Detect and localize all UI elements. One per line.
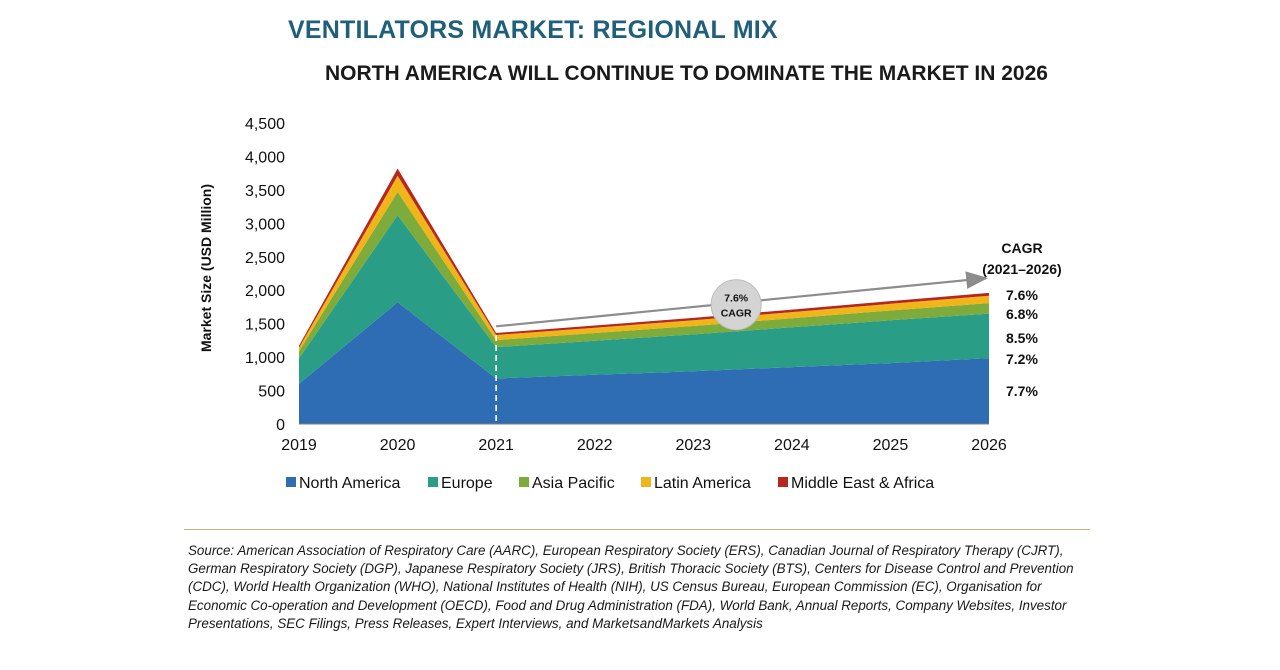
y-tick-label: 500	[258, 384, 285, 401]
legend-label: Middle East & Africa	[791, 475, 934, 492]
y-tick-label: 4,500	[245, 116, 285, 133]
x-tick-label: 2022	[577, 437, 613, 454]
area-asia-pacific	[299, 191, 989, 359]
cagr-value: 7.7%	[1006, 383, 1038, 399]
y-tick-label: 2,000	[245, 283, 285, 300]
x-tick-label: 2020	[380, 437, 416, 454]
x-tick-label: 2024	[774, 437, 810, 454]
legend-swatch-latin-america	[641, 477, 651, 487]
legend-swatch-asia-pacific	[519, 477, 529, 487]
y-axis: 0 500 1,000 1,500 2,000 2,500 3,000 3,500 4,000 4…	[245, 116, 285, 434]
legend-swatch-middle-east-and-africa	[778, 477, 788, 487]
x-tick-label: 2019	[281, 437, 317, 454]
legend: North America Europe Asia Pacific Latin Ame…	[286, 475, 934, 492]
legend-swatch-europe	[428, 477, 438, 487]
chart-title: VENTILATORS MARKET: REGIONAL MIX	[288, 16, 778, 44]
y-tick-label: 1,500	[245, 317, 285, 334]
legend-swatch-north-america	[286, 477, 296, 487]
y-tick-label: 0	[276, 417, 285, 434]
total-cagr-text: 7.6%	[724, 293, 749, 305]
cagr-value: 8.5%	[1006, 330, 1038, 346]
y-tick-label: 2,500	[245, 250, 285, 267]
x-tick-label: 2021	[478, 437, 514, 454]
legend-label: Latin America	[654, 475, 751, 492]
total-cagr-text: CAGR	[721, 308, 752, 320]
source-divider	[184, 529, 1090, 530]
area-series-group	[299, 168, 989, 424]
cagr-header: CAGR	[1001, 240, 1042, 256]
cagr-annotations: 7.6% CAGR CAGR (2021–2026) 7.6% 6.8% 8.5% 7.2% 7…	[495, 240, 1062, 424]
x-tick-label: 2025	[873, 437, 909, 454]
area-chart: 0 500 1,000 1,500 2,000 2,500 3,000 3,500 4,000 4…	[198, 116, 1062, 492]
total-cagr-bubble	[710, 279, 762, 331]
x-axis: 2019 2020 2021 2022 2023 2024 2025 2026	[281, 423, 1007, 454]
source-note: Source: American Association of Respirat…	[188, 543, 1074, 631]
legend-label: North America	[299, 475, 400, 492]
legend-label: Asia Pacific	[532, 475, 615, 492]
cagr-value: 7.6%	[1006, 287, 1038, 303]
chart-subtitle: NORTH AMERICA WILL CONTINUE TO DOMINATE …	[325, 62, 1048, 85]
x-tick-label: 2026	[971, 437, 1007, 454]
y-tick-label: 1,000	[245, 350, 285, 367]
cagr-value: 7.2%	[1006, 351, 1038, 367]
y-axis-label: Market Size (USD Million)	[198, 184, 214, 352]
y-tick-label: 3,000	[245, 216, 285, 233]
x-tick-label: 2023	[675, 437, 711, 454]
cagr-value: 6.8%	[1006, 306, 1038, 322]
cagr-header: (2021–2026)	[982, 261, 1061, 277]
area-north-america	[299, 302, 989, 424]
y-tick-label: 4,000	[245, 149, 285, 166]
area-europe	[299, 215, 989, 384]
y-tick-label: 3,500	[245, 183, 285, 200]
legend-label: Europe	[441, 475, 493, 492]
